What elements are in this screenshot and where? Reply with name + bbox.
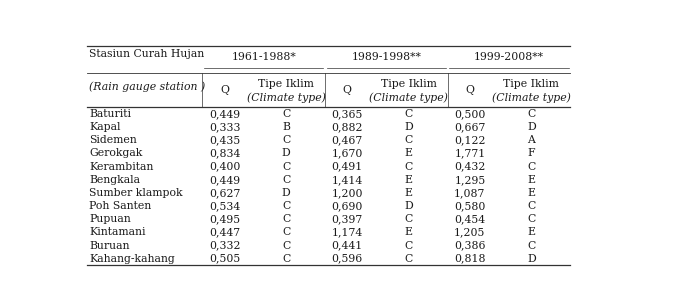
Text: 0,333: 0,333 xyxy=(209,122,240,132)
Text: 0,467: 0,467 xyxy=(332,135,363,145)
Text: 0,441: 0,441 xyxy=(332,241,363,251)
Text: 1,670: 1,670 xyxy=(332,148,363,159)
Text: 0,690: 0,690 xyxy=(332,201,363,211)
Text: Bengkala: Bengkala xyxy=(90,175,140,185)
Text: C: C xyxy=(405,109,413,119)
Text: C: C xyxy=(527,241,535,251)
Text: Sidemen: Sidemen xyxy=(90,135,137,145)
Text: Buruan: Buruan xyxy=(90,241,130,251)
Text: 0,365: 0,365 xyxy=(332,109,363,119)
Text: Baturiti: Baturiti xyxy=(90,109,131,119)
Text: 1999-2008**: 1999-2008** xyxy=(474,52,544,62)
Text: 0,386: 0,386 xyxy=(454,241,486,251)
Text: D: D xyxy=(527,254,536,264)
Text: 1989-1998**: 1989-1998** xyxy=(351,52,421,62)
Text: C: C xyxy=(527,109,535,119)
Text: 0,818: 0,818 xyxy=(454,254,486,264)
Text: Poh Santen: Poh Santen xyxy=(90,201,152,211)
Text: C: C xyxy=(527,201,535,211)
Text: 0,534: 0,534 xyxy=(209,201,240,211)
Text: Q: Q xyxy=(220,85,229,95)
Text: 0,332: 0,332 xyxy=(209,241,240,251)
Text: 1,200: 1,200 xyxy=(332,188,363,198)
Text: Tipe Iklim: Tipe Iklim xyxy=(503,80,559,89)
Text: F: F xyxy=(527,148,535,159)
Text: C: C xyxy=(282,135,290,145)
Text: Kapal: Kapal xyxy=(90,122,121,132)
Text: 1,771: 1,771 xyxy=(455,148,486,159)
Text: C: C xyxy=(282,214,290,224)
Text: C: C xyxy=(527,162,535,172)
Text: 0,449: 0,449 xyxy=(209,175,240,185)
Text: 0,491: 0,491 xyxy=(332,162,363,172)
Text: E: E xyxy=(405,227,413,237)
Text: C: C xyxy=(282,227,290,237)
Text: E: E xyxy=(405,188,413,198)
Text: 0,667: 0,667 xyxy=(454,122,486,132)
Text: C: C xyxy=(282,162,290,172)
Text: E: E xyxy=(405,175,413,185)
Text: Kintamani: Kintamani xyxy=(90,227,146,237)
Text: 1,295: 1,295 xyxy=(455,175,486,185)
Text: Pupuan: Pupuan xyxy=(90,214,131,224)
Text: Kerambitan: Kerambitan xyxy=(90,162,154,172)
Text: C: C xyxy=(282,254,290,264)
Text: 0,435: 0,435 xyxy=(209,135,240,145)
Text: 0,495: 0,495 xyxy=(209,214,240,224)
Text: Q: Q xyxy=(466,85,475,95)
Text: (Climate type): (Climate type) xyxy=(246,92,325,103)
Text: D: D xyxy=(282,188,290,198)
Text: C: C xyxy=(282,241,290,251)
Text: Kahang-kahang: Kahang-kahang xyxy=(90,254,175,264)
Text: C: C xyxy=(405,254,413,264)
Text: 1,414: 1,414 xyxy=(332,175,363,185)
Text: 0,432: 0,432 xyxy=(454,162,486,172)
Text: 0,122: 0,122 xyxy=(454,135,486,145)
Text: E: E xyxy=(527,175,535,185)
Text: C: C xyxy=(282,109,290,119)
Text: D: D xyxy=(405,201,413,211)
Text: C: C xyxy=(405,214,413,224)
Text: Gerokgak: Gerokgak xyxy=(90,148,143,159)
Text: 0,500: 0,500 xyxy=(454,109,486,119)
Text: Tipe Iklim: Tipe Iklim xyxy=(258,80,314,89)
Text: E: E xyxy=(405,148,413,159)
Text: E: E xyxy=(527,227,535,237)
Text: 1,087: 1,087 xyxy=(454,188,486,198)
Text: B: B xyxy=(282,122,290,132)
Text: 0,627: 0,627 xyxy=(209,188,240,198)
Text: Q: Q xyxy=(343,85,352,95)
Text: 0,505: 0,505 xyxy=(209,254,240,264)
Text: 0,447: 0,447 xyxy=(209,227,240,237)
Text: 1,174: 1,174 xyxy=(332,227,363,237)
Text: C: C xyxy=(282,201,290,211)
Text: C: C xyxy=(405,135,413,145)
Text: Stasiun Curah Hujan: Stasiun Curah Hujan xyxy=(90,49,205,59)
Text: Tipe Iklim: Tipe Iklim xyxy=(381,80,437,89)
Text: 0,596: 0,596 xyxy=(332,254,363,264)
Text: C: C xyxy=(527,214,535,224)
Text: C: C xyxy=(405,241,413,251)
Text: D: D xyxy=(527,122,536,132)
Text: A: A xyxy=(527,135,535,145)
Text: C: C xyxy=(405,162,413,172)
Text: 0,449: 0,449 xyxy=(209,109,240,119)
Text: 0,834: 0,834 xyxy=(209,148,240,159)
Text: D: D xyxy=(405,122,413,132)
Text: E: E xyxy=(527,188,535,198)
Text: (Rain gauge station ): (Rain gauge station ) xyxy=(90,82,205,92)
Text: 0,454: 0,454 xyxy=(455,214,486,224)
Text: C: C xyxy=(282,175,290,185)
Text: (Climate type): (Climate type) xyxy=(369,92,448,103)
Text: 0,580: 0,580 xyxy=(454,201,486,211)
Text: 1961-1988*: 1961-1988* xyxy=(231,52,296,62)
Text: Sumber klampok: Sumber klampok xyxy=(90,188,183,198)
Text: 0,397: 0,397 xyxy=(332,214,363,224)
Text: 0,882: 0,882 xyxy=(332,122,363,132)
Text: 0,400: 0,400 xyxy=(209,162,240,172)
Text: D: D xyxy=(282,148,290,159)
Text: (Climate type): (Climate type) xyxy=(492,92,570,103)
Text: 1,205: 1,205 xyxy=(454,227,486,237)
